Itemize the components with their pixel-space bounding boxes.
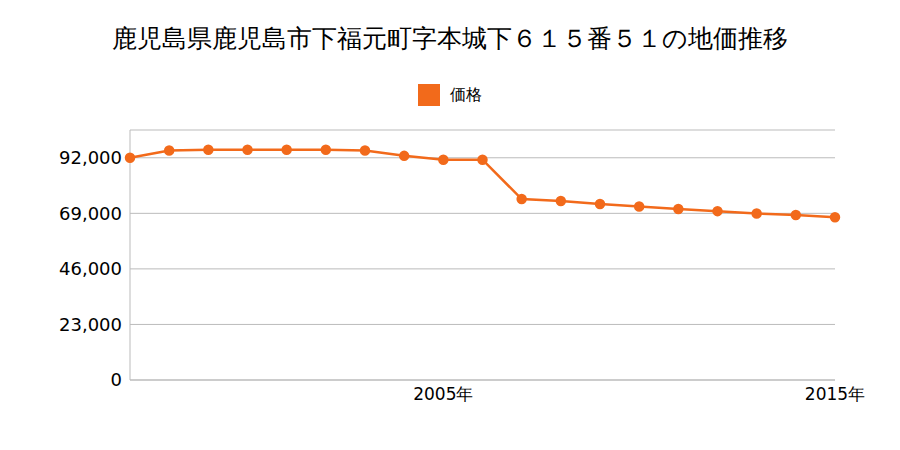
svg-text:23,000: 23,000 xyxy=(59,314,122,335)
svg-text:2015年: 2015年 xyxy=(805,384,865,404)
svg-text:2005年: 2005年 xyxy=(413,384,473,404)
svg-text:92,000: 92,000 xyxy=(59,147,122,168)
svg-text:46,000: 46,000 xyxy=(59,258,122,279)
html-text:価格: 価格 xyxy=(450,84,482,104)
html-text:鹿児島県鹿児島市下福元町字本城下６１５番５１の地価推移: 鹿児島県鹿児島市下福元町字本城下６１５番５１の地価推移 xyxy=(112,24,788,53)
svg-text:69,000: 69,000 xyxy=(59,203,122,224)
svg-text:0: 0 xyxy=(111,369,122,390)
